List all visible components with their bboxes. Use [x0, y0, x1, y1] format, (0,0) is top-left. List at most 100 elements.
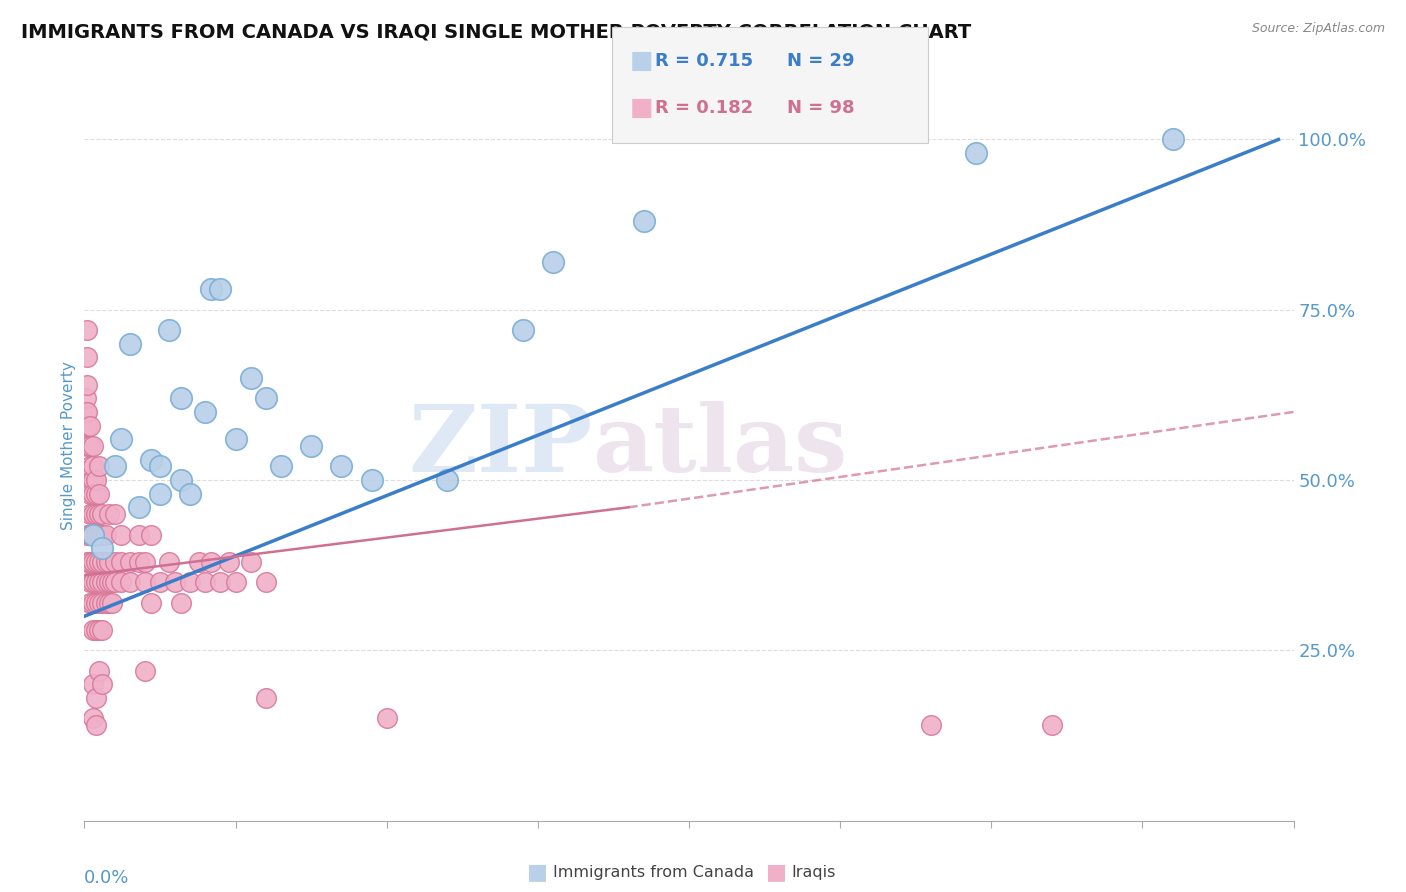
- Point: [76, 405, 98, 419]
- Point: [965, 146, 987, 161]
- Point: [104, 575, 127, 590]
- Point: [104, 459, 127, 474]
- Point: [1040, 718, 1063, 732]
- Point: [134, 555, 156, 569]
- Point: [79, 507, 101, 521]
- Point: [82, 623, 104, 637]
- Point: [375, 711, 398, 725]
- Point: [91, 677, 114, 691]
- Point: [920, 718, 942, 732]
- Point: [436, 473, 458, 487]
- Point: [86, 527, 108, 541]
- Text: 0.0%: 0.0%: [84, 870, 129, 888]
- Point: [94, 527, 117, 541]
- Point: [82, 486, 104, 500]
- Point: [76, 555, 98, 569]
- Point: [179, 486, 201, 500]
- Point: [79, 596, 101, 610]
- Point: [110, 555, 132, 569]
- Point: [86, 718, 108, 732]
- Point: [79, 527, 101, 541]
- Point: [157, 323, 180, 337]
- Point: [82, 575, 104, 590]
- Point: [82, 711, 104, 725]
- Point: [91, 555, 114, 569]
- Point: [86, 473, 108, 487]
- Point: [82, 596, 104, 610]
- Text: ■: ■: [630, 49, 654, 73]
- Point: [89, 507, 111, 521]
- Point: [89, 459, 111, 474]
- Point: [209, 282, 232, 296]
- Point: [86, 623, 108, 637]
- Point: [512, 323, 534, 337]
- Point: [79, 486, 101, 500]
- Point: [75, 392, 97, 406]
- Point: [200, 555, 222, 569]
- Point: [79, 459, 101, 474]
- Point: [76, 439, 98, 453]
- Point: [94, 555, 117, 569]
- Text: N = 98: N = 98: [787, 99, 855, 117]
- Point: [194, 405, 217, 419]
- Point: [254, 575, 277, 590]
- Point: [86, 596, 108, 610]
- Point: [89, 623, 111, 637]
- Point: [170, 596, 193, 610]
- Point: [86, 575, 108, 590]
- Point: [110, 575, 132, 590]
- Point: [97, 507, 120, 521]
- Point: [118, 336, 141, 351]
- Text: IMMIGRANTS FROM CANADA VS IRAQI SINGLE MOTHER POVERTY CORRELATION CHART: IMMIGRANTS FROM CANADA VS IRAQI SINGLE M…: [21, 22, 972, 41]
- Point: [118, 575, 141, 590]
- Text: ■: ■: [630, 96, 654, 120]
- Point: [86, 555, 108, 569]
- Point: [118, 555, 141, 569]
- Y-axis label: Single Mother Poverty: Single Mother Poverty: [60, 361, 76, 531]
- Point: [94, 575, 117, 590]
- Point: [254, 392, 277, 406]
- Text: R = 0.715: R = 0.715: [655, 53, 754, 70]
- Point: [254, 691, 277, 706]
- Point: [134, 664, 156, 678]
- Point: [179, 575, 201, 590]
- Point: [330, 459, 353, 474]
- Point: [91, 575, 114, 590]
- Point: [79, 439, 101, 453]
- Point: [82, 527, 104, 541]
- Text: ZIP: ZIP: [408, 401, 592, 491]
- Point: [104, 507, 127, 521]
- Point: [360, 473, 382, 487]
- Point: [170, 473, 193, 487]
- Point: [79, 575, 101, 590]
- Point: [91, 527, 114, 541]
- Point: [91, 596, 114, 610]
- Point: [541, 255, 564, 269]
- Point: [91, 623, 114, 637]
- Point: [157, 555, 180, 569]
- Point: [225, 575, 247, 590]
- Point: [89, 596, 111, 610]
- Point: [91, 541, 114, 556]
- Point: [94, 596, 117, 610]
- Point: [239, 371, 262, 385]
- Point: [165, 575, 187, 590]
- Text: Iraqis: Iraqis: [792, 865, 837, 880]
- Text: Source: ZipAtlas.com: Source: ZipAtlas.com: [1251, 22, 1385, 36]
- Point: [82, 439, 104, 453]
- Point: [82, 677, 104, 691]
- Point: [82, 555, 104, 569]
- Point: [270, 459, 292, 474]
- Text: ■: ■: [766, 863, 787, 882]
- Point: [110, 527, 132, 541]
- Point: [218, 555, 240, 569]
- Point: [89, 527, 111, 541]
- Point: [110, 432, 132, 446]
- Point: [128, 555, 150, 569]
- Point: [86, 486, 108, 500]
- Point: [79, 418, 101, 433]
- Point: [79, 555, 101, 569]
- Text: N = 29: N = 29: [787, 53, 855, 70]
- Point: [82, 459, 104, 474]
- Point: [149, 486, 172, 500]
